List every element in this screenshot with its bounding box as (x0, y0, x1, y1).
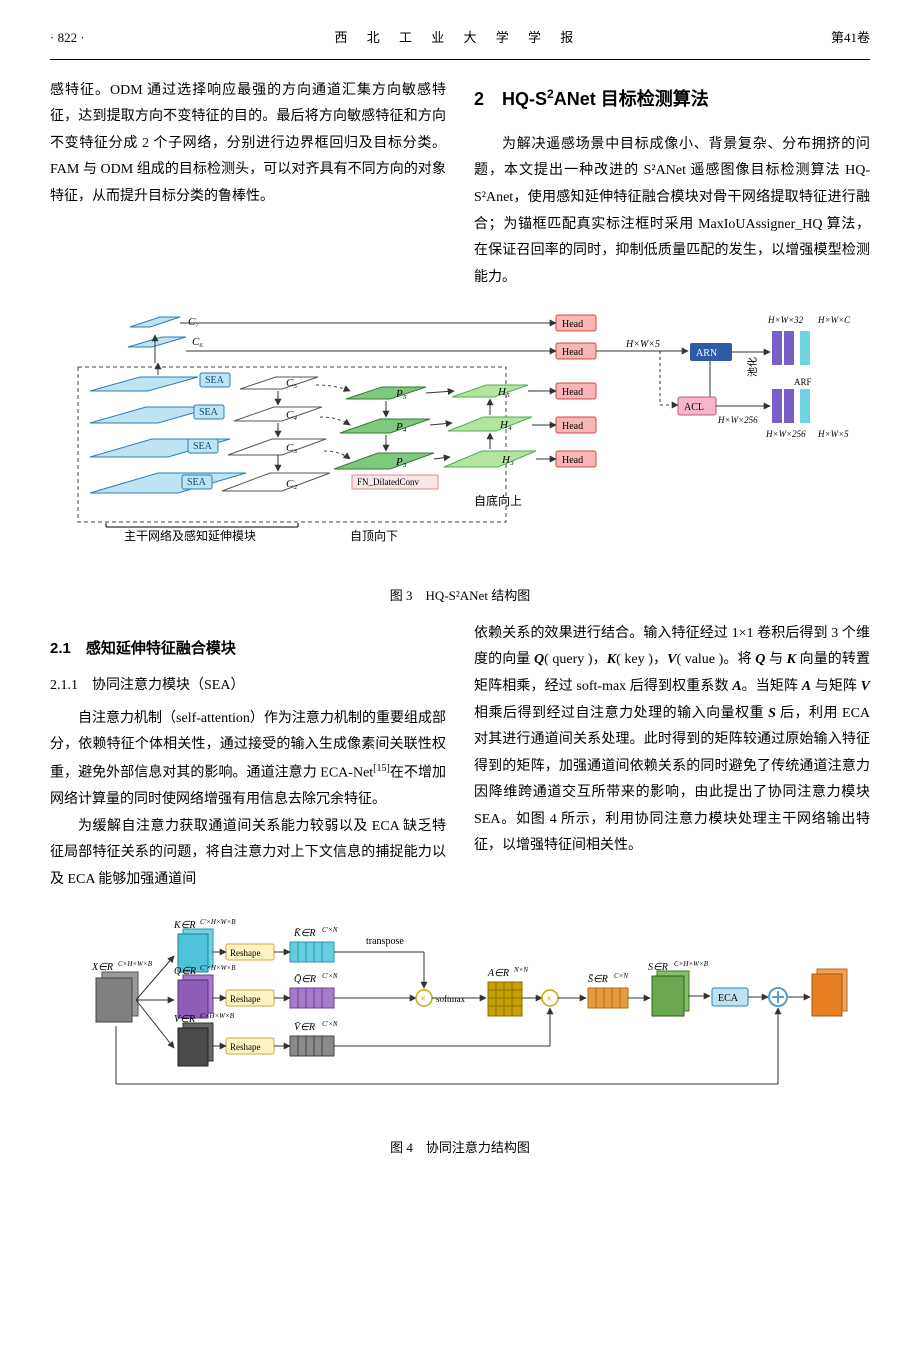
svg-text:C'×N: C'×N (322, 1020, 338, 1028)
svg-text:S∈R: S∈R (648, 962, 668, 973)
figure-3-svg: C₇ C₆ SEA C₅ SEA C₄ SEA C₃ (50, 305, 870, 565)
right-column-top: 2 HQ-S2ANet 目标检测算法 为解决遥感场景中目标成像小、背景复杂、分布… (474, 78, 870, 292)
svg-text:V̄∈R: V̄∈R (294, 1021, 315, 1033)
svg-text:ACL: ACL (684, 402, 704, 413)
svg-text:池化: 池化 (746, 357, 759, 377)
volume-label: 第41卷 (831, 26, 870, 51)
top-columns: 感特征。ODM 通过选择响应最强的方向通道汇集方向敏感特征，达到提取方向不变特征… (50, 78, 870, 292)
svg-text:C₂: C₂ (286, 478, 297, 490)
page-header: · 822 · 西 北 工 业 大 学 学 报 第41卷 (50, 0, 870, 60)
svg-text:ECA: ECA (718, 993, 739, 1004)
svg-text:X∈R: X∈R (91, 962, 113, 973)
para-mid-left-1: 自注意力机制（self-attention）作为注意力机制的重要组成部分，依赖特… (50, 706, 446, 814)
svg-text:P₃: P₃ (395, 456, 407, 468)
svg-text:Head: Head (562, 347, 583, 358)
svg-text:H×W×5: H×W×5 (817, 429, 849, 439)
svg-text:H₅: H₅ (497, 386, 510, 398)
svg-text:Q̄∈R: Q̄∈R (294, 973, 316, 985)
svg-text:Head: Head (562, 319, 583, 330)
para-left-1: 感特征。ODM 通过选择响应最强的方向通道汇集方向敏感特征，达到提取方向不变特征… (50, 78, 446, 211)
svg-text:Head: Head (562, 421, 583, 432)
svg-text:主干网络及感知延伸模块: 主干网络及感知延伸模块 (124, 528, 256, 543)
figure-4-caption: 图 4 协同注意力结构图 (50, 1136, 870, 1161)
svg-text:softmax: softmax (436, 994, 465, 1004)
svg-text:Reshape: Reshape (230, 948, 261, 958)
svg-text:V∈R: V∈R (174, 1014, 195, 1025)
svg-text:C'×N: C'×N (322, 926, 338, 934)
figure-3: C₇ C₆ SEA C₅ SEA C₄ SEA C₃ (50, 305, 870, 608)
svg-text:H×W×32: H×W×32 (767, 315, 804, 325)
left-column-top: 感特征。ODM 通过选择响应最强的方向通道汇集方向敏感特征，达到提取方向不变特征… (50, 78, 446, 292)
svg-text:C₅: C₅ (286, 377, 297, 389)
figure-3-caption: 图 3 HQ-S²ANet 结构图 (50, 584, 870, 609)
mid-right-col: 依赖关系的效果进行结合。输入特征经过 1×1 卷积后得到 3 个维度的向量 Q(… (474, 621, 870, 894)
svg-text:C'×H×W×B: C'×H×W×B (200, 918, 236, 926)
svg-text:ARF: ARF (794, 377, 812, 387)
svg-text:P₄: P₄ (395, 421, 407, 433)
mid-left-col: 2.1 感知延伸特征融合模块 2.1.1 协同注意力模块（SEA） 自注意力机制… (50, 621, 446, 894)
svg-text:SEA: SEA (199, 407, 219, 418)
svg-text:Reshape: Reshape (230, 994, 261, 1004)
svg-text:C×H×W×B: C×H×W×B (200, 1012, 235, 1020)
svg-text:C'×H×W×B: C'×H×W×B (200, 964, 236, 972)
svg-text:Head: Head (562, 387, 583, 398)
ref-15: [15] (373, 763, 390, 774)
svg-text:H×W×256: H×W×256 (765, 429, 806, 439)
svg-text:N×N: N×N (513, 966, 528, 974)
svg-text:H×W×5: H×W×5 (625, 339, 660, 350)
svg-text:C₇: C₇ (188, 316, 199, 328)
svg-text:自顶向下: 自顶向下 (350, 528, 398, 543)
svg-text:H₄: H₄ (499, 419, 512, 431)
svg-text:C×H×W×B: C×H×W×B (118, 960, 153, 968)
svg-text:Reshape: Reshape (230, 1042, 261, 1052)
svg-text:K̄∈R: K̄∈R (293, 927, 316, 939)
para-mid-right-1: 依赖关系的效果进行结合。输入特征经过 1×1 卷积后得到 3 个维度的向量 Q(… (474, 621, 870, 860)
svg-text:Head: Head (562, 455, 583, 466)
svg-text:×: × (420, 993, 426, 1005)
svg-text:Q∈R: Q∈R (174, 966, 196, 977)
svg-text:P₅: P₅ (395, 388, 407, 400)
svg-text:H₃: H₃ (501, 454, 514, 466)
svg-text:SEA: SEA (205, 375, 225, 386)
svg-text:A∈R: A∈R (487, 968, 509, 979)
svg-text:×: × (546, 993, 552, 1005)
para-right-1: 为解决遥感场景中目标成像小、背景复杂、分布拥挤的问题，本文提出一种改进的 S²A… (474, 132, 870, 292)
para-mid-left-2: 为缓解自注意力获取通道间关系能力较弱以及 ECA 缺乏特征局部特征关系的问题，将… (50, 814, 446, 894)
svg-text:C×H×W×B: C×H×W×B (674, 960, 709, 968)
svg-text:C'×N: C'×N (322, 972, 338, 980)
mid-columns: 2.1 感知延伸特征融合模块 2.1.1 协同注意力模块（SEA） 自注意力机制… (50, 621, 870, 894)
figure-4: X∈R C×H×W×B K∈R C'×H×W×B Q∈R C'×H×W×B V∈R C… (50, 908, 870, 1161)
svg-text:FN_DilatedConv: FN_DilatedConv (357, 477, 419, 487)
section-2-title: 2 HQ-S2ANet 目标检测算法 (474, 82, 870, 116)
svg-text:H×W×256: H×W×256 (717, 415, 758, 425)
svg-text:C₃: C₃ (286, 442, 297, 454)
svg-text:SEA: SEA (193, 441, 213, 452)
svg-text:C×N: C×N (614, 972, 628, 980)
svg-text:K∈R: K∈R (173, 920, 196, 931)
journal-title: 西 北 工 业 大 学 学 报 (334, 26, 581, 51)
svg-text:S̄∈R: S̄∈R (588, 973, 608, 985)
page-number: · 822 · (50, 26, 85, 51)
section-2-1-title: 2.1 感知延伸特征融合模块 (50, 635, 446, 664)
figure-4-svg: X∈R C×H×W×B K∈R C'×H×W×B Q∈R C'×H×W×B V∈R C… (50, 908, 870, 1118)
svg-text:ARN: ARN (696, 348, 717, 359)
svg-text:H×W×C: H×W×C (817, 315, 851, 325)
svg-text:transpose: transpose (366, 936, 404, 947)
svg-text:自底向上: 自底向上 (474, 493, 522, 508)
section-2-1-1-title: 2.1.1 协同注意力模块（SEA） (50, 673, 446, 700)
svg-text:C₄: C₄ (286, 409, 297, 421)
svg-text:C₆: C₆ (192, 336, 203, 348)
svg-text:SEA: SEA (187, 477, 207, 488)
